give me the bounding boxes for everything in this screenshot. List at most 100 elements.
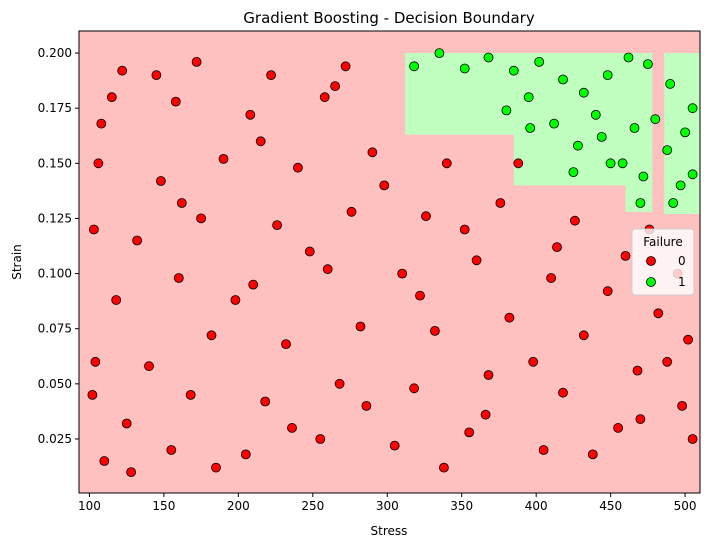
scatter-point-class-1 — [508, 65, 519, 76]
scatter-point-class-1 — [409, 61, 420, 72]
scatter-point-class-1 — [623, 52, 634, 63]
scatter-point-class-0 — [613, 422, 623, 433]
scatter-point-class-0 — [117, 65, 128, 76]
scatter-point-class-0 — [662, 356, 673, 367]
chart-title: Gradient Boosting - Decision Boundary — [243, 9, 535, 27]
y-tick-label: 0.050 — [38, 377, 72, 391]
scatter-point-class-1 — [675, 180, 686, 191]
x-tick-label: 500 — [674, 499, 697, 513]
y-tick-label: 0.150 — [38, 156, 72, 170]
scatter-point-class-0 — [389, 440, 400, 451]
scatter-point-class-0 — [361, 400, 372, 411]
plot-frame — [78, 30, 701, 494]
scatter-point-class-1 — [605, 158, 616, 169]
scatter-point-class-1 — [549, 118, 559, 129]
scatter-point-class-0 — [304, 246, 315, 257]
scatter-point-class-0 — [266, 70, 277, 80]
scatter-point-class-0 — [144, 361, 154, 372]
scatter-point-class-1 — [687, 103, 698, 114]
scatter-point-class-0 — [166, 445, 177, 455]
scatter-point-class-0 — [319, 92, 330, 103]
scatter-point-class-1 — [434, 48, 445, 58]
x-axis-ticks: 100 150 200 250 300 350 400 450 500 — [78, 493, 697, 513]
scatter-point-class-0 — [653, 308, 664, 319]
scatter-point-class-0 — [495, 198, 506, 208]
scatter-point-class-0 — [578, 330, 589, 341]
scatter-point-class-0 — [346, 206, 357, 217]
scatter-point-class-0 — [248, 279, 259, 290]
scatter-point-class-0 — [480, 409, 491, 420]
scatter-point-class-1 — [662, 145, 673, 156]
scatter-point-class-1 — [523, 92, 534, 103]
scatter-point-class-1 — [635, 198, 646, 208]
x-tick-label: 400 — [525, 499, 548, 513]
scatter-point-class-0 — [464, 427, 475, 438]
legend-label-0: 0 — [678, 254, 686, 268]
legend-title: Failure — [643, 235, 682, 249]
x-tick-label: 100 — [78, 499, 101, 513]
scatter-point-class-0 — [687, 434, 698, 444]
scatter-point-class-0 — [528, 356, 539, 367]
y-tick-label: 0.075 — [38, 322, 72, 336]
y-axis-label: Strain — [10, 244, 24, 280]
y-tick-label: 0.125 — [38, 211, 72, 225]
y-tick-label: 0.100 — [38, 267, 72, 281]
scatter-point-class-0 — [441, 158, 452, 169]
scatter-point-class-1 — [525, 123, 536, 133]
scatter-point-class-0 — [330, 81, 341, 91]
scatter-point-class-0 — [538, 445, 549, 455]
scatter-point-class-0 — [570, 215, 580, 226]
scatter-point-class-0 — [170, 96, 181, 107]
scatter-point-class-1 — [617, 158, 628, 169]
y-axis-ticks: 0.025 0.050 0.075 0.100 0.125 0.150 0.175 0.200 — [38, 46, 79, 446]
scatter-point-class-0 — [397, 268, 408, 279]
scatter-point-class-0 — [255, 136, 266, 147]
scatter-point-class-0 — [240, 449, 251, 460]
scatter-point-class-0 — [421, 211, 431, 222]
scatter-point-class-1 — [501, 105, 512, 116]
scatter-point-class-0 — [379, 180, 390, 191]
scatter-point-class-0 — [96, 118, 107, 129]
scatter-point-class-0 — [558, 387, 568, 398]
scatter-point-class-1 — [650, 114, 661, 125]
scatter-point-class-0 — [151, 70, 162, 80]
x-tick-label: 200 — [227, 499, 250, 513]
scatter-point-class-0 — [438, 462, 449, 473]
scatter-point-class-1 — [602, 70, 613, 80]
scatter-point-class-0 — [677, 400, 687, 411]
x-axis-label: Stress — [371, 524, 408, 538]
scatter-point-class-0 — [632, 365, 643, 376]
legend-marker-0 — [646, 256, 656, 266]
scatter-point-class-0 — [315, 434, 326, 444]
scatter-point-class-0 — [211, 462, 221, 473]
scatter-point-class-0 — [132, 235, 143, 246]
scatter-point-class-1 — [483, 52, 494, 63]
scatter-point-class-0 — [367, 147, 378, 158]
scatter-point-class-1 — [558, 74, 568, 85]
scatter-point-class-0 — [99, 456, 110, 466]
scatter-point-class-0 — [281, 339, 291, 350]
scatter-point-class-0 — [415, 290, 425, 301]
scatter-point-class-0 — [459, 224, 470, 235]
scatter-point-class-1 — [680, 127, 690, 138]
scatter-point-class-0 — [683, 334, 693, 345]
scatter-point-class-1 — [578, 87, 589, 98]
scatter-point-class-0 — [196, 213, 207, 224]
legend-box — [631, 228, 695, 296]
scatter-points — [87, 48, 698, 478]
scatter-point-class-0 — [409, 383, 420, 394]
x-tick-label: 250 — [301, 499, 324, 513]
scatter-point-class-1 — [590, 109, 601, 120]
scatter-point-class-1 — [534, 57, 545, 67]
scatter-point-class-1 — [459, 63, 470, 74]
scatter-point-class-1 — [568, 167, 579, 178]
scatter-point-class-0 — [90, 356, 101, 367]
scatter-point-class-0 — [260, 396, 271, 407]
scatter-point-class-0 — [126, 467, 137, 478]
scatter-point-class-0 — [206, 330, 217, 341]
scatter-point-class-0 — [176, 198, 187, 208]
scatter-point-class-0 — [322, 264, 333, 275]
scatter-point-class-0 — [93, 158, 104, 169]
scatter-point-class-0 — [587, 449, 598, 460]
scatter-point-class-1 — [643, 59, 653, 69]
